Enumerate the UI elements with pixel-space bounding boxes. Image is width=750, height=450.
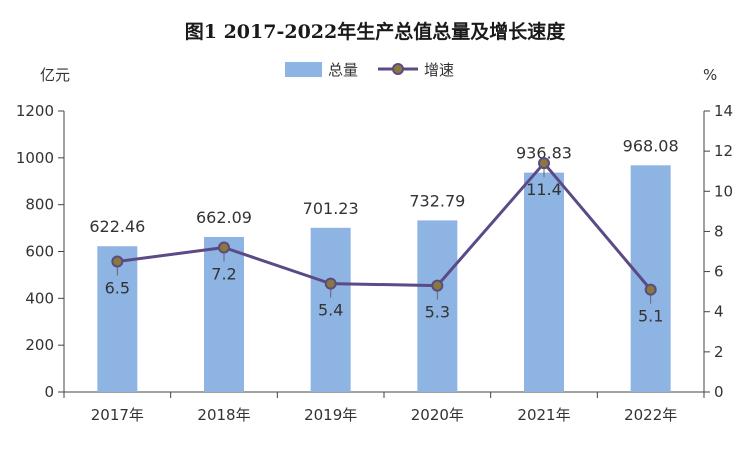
bar-value-label: 622.46 (89, 217, 145, 236)
bar (204, 236, 244, 392)
right-axis-unit: % (703, 66, 717, 84)
right-tick-label: 14 (714, 102, 733, 120)
right-tick-label: 6 (714, 263, 724, 281)
rate-marker (218, 241, 230, 254)
bar-series (97, 165, 671, 392)
bar-value-label: 701.23 (303, 199, 359, 218)
bar (524, 172, 564, 392)
left-tick-label: 800 (25, 196, 54, 214)
right-tick-label: 2 (714, 343, 724, 361)
bar-value-label: 968.08 (623, 136, 679, 155)
right-tick-label: 8 (714, 222, 724, 240)
left-axis-ticks: 0 200 400 600 800 1000 1200 (16, 102, 64, 401)
legend-label-bar: 总量 (328, 61, 358, 79)
line-series (111, 157, 657, 304)
x-axis-ticks: 2017年 2018年 2019年 2020年 2021年 2022年 (63, 392, 705, 424)
rate-value-label: 6.5 (105, 279, 130, 298)
x-category-label: 2019年 (304, 406, 357, 424)
bar-value-label: 936.83 (516, 144, 572, 163)
legend-swatch-bar (285, 62, 322, 77)
left-tick-label: 1200 (16, 102, 54, 120)
rate-marker (111, 255, 124, 268)
legend-label-line: 增速 (424, 61, 454, 79)
right-tick-label: 0 (714, 383, 724, 401)
left-tick-label: 600 (25, 243, 54, 261)
right-axis-ticks: 0 2 4 6 8 10 12 14 (704, 102, 733, 401)
rate-line (117, 161, 652, 291)
bar (310, 227, 351, 392)
bar-value-labels: 622.46 662.09 701.23 732.79 936.83 968.08 (89, 136, 678, 236)
left-tick-label: 0 (44, 383, 54, 401)
x-category-label: 2018年 (197, 406, 250, 424)
rate-value-label: 7.2 (211, 264, 236, 283)
right-tick-label: 4 (714, 303, 724, 321)
rate-marker (538, 157, 550, 170)
left-tick-label: 400 (25, 289, 54, 307)
legend-swatch-marker (392, 63, 404, 75)
rate-marker (431, 279, 444, 292)
x-category-label: 2017年 (91, 406, 144, 424)
rate-marker (324, 277, 337, 290)
left-tick-label: 200 (25, 336, 54, 354)
rate-value-label: 5.4 (318, 301, 343, 320)
x-category-label: 2022年 (624, 406, 677, 424)
rate-value-label: 5.1 (638, 307, 663, 326)
chart-title: 图1 2017-2022年生产总值总量及增长速度 (185, 20, 566, 43)
left-axis-unit: 亿元 (40, 66, 70, 84)
bar (630, 165, 671, 392)
right-tick-label: 10 (714, 182, 733, 200)
bar (417, 220, 458, 392)
x-category-label: 2021年 (517, 406, 570, 424)
bar-value-label: 662.09 (196, 208, 252, 227)
rate-marker (644, 283, 657, 296)
legend: 总量 增速 (285, 61, 454, 79)
x-category-label: 2020年 (411, 406, 464, 424)
rate-value-labels: 6.5 7.2 5.4 5.3 11.4 5.1 (105, 180, 664, 325)
bar-value-label: 732.79 (409, 191, 465, 210)
right-tick-label: 12 (714, 142, 733, 160)
rate-value-label: 5.3 (425, 303, 450, 322)
rate-value-label: 11.4 (526, 180, 562, 199)
left-tick-label: 1000 (16, 149, 54, 167)
